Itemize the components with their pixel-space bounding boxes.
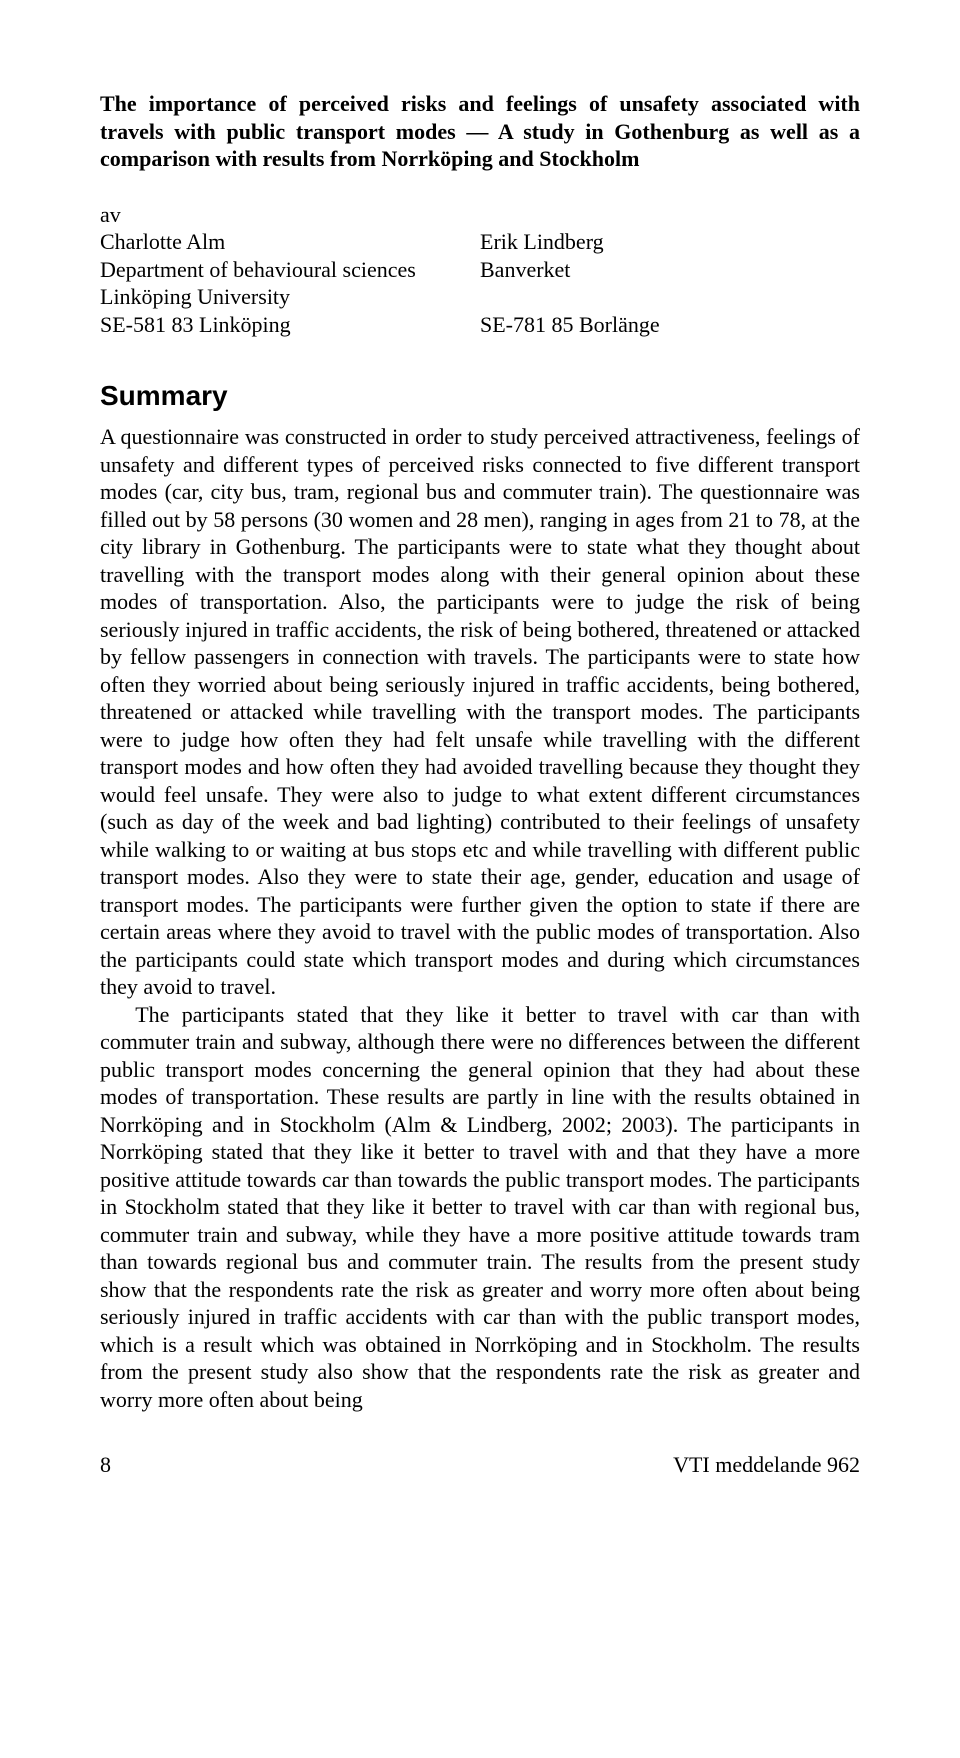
summary-paragraph-2: The participants stated that they like i…: [100, 1001, 860, 1414]
author-org: Banverket: [480, 256, 860, 284]
author-name: Erik Lindberg: [480, 228, 860, 256]
summary-body: A questionnaire was constructed in order…: [100, 423, 860, 1413]
page-number: 8: [100, 1451, 111, 1479]
document-id: VTI meddelande 962: [673, 1451, 860, 1479]
page-footer: 8 VTI meddelande 962: [100, 1451, 860, 1479]
author-university: Linköping University: [100, 283, 480, 311]
author-left: Charlotte Alm Department of behavioural …: [100, 228, 480, 338]
summary-heading: Summary: [100, 378, 860, 413]
by-label: av: [100, 201, 860, 229]
summary-paragraph-1: A questionnaire was constructed in order…: [100, 423, 860, 1001]
author-right: Erik Lindberg Banverket SE-781 85 Borlän…: [480, 228, 860, 338]
author-name: Charlotte Alm: [100, 228, 480, 256]
author-address: SE-781 85 Borlänge: [480, 311, 860, 339]
author-dept: Department of behavioural sciences: [100, 256, 480, 284]
authors-block: av Charlotte Alm Department of behaviour…: [100, 201, 860, 339]
author-address: SE-581 83 Linköping: [100, 311, 480, 339]
paper-title: The importance of perceived risks and fe…: [100, 90, 860, 173]
